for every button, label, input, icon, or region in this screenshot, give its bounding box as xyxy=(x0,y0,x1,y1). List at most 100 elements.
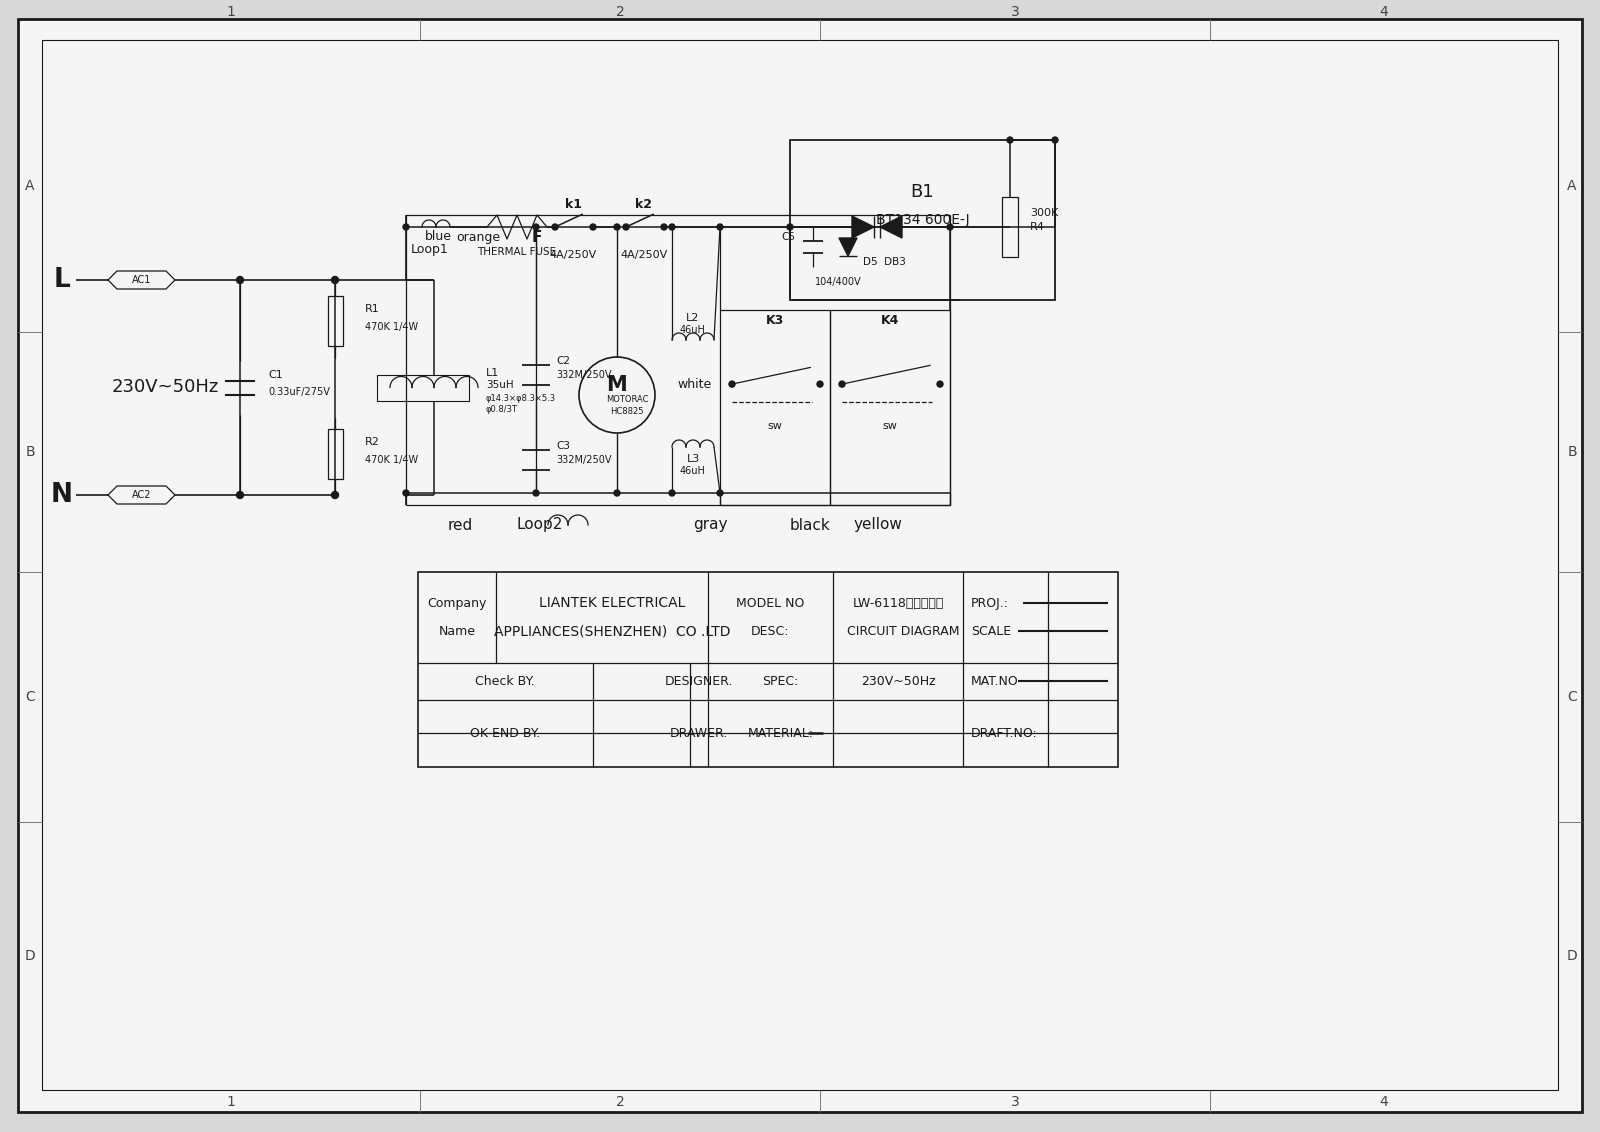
Text: Company: Company xyxy=(427,597,486,610)
Bar xyxy=(790,140,1054,300)
Text: φ0.8/3T: φ0.8/3T xyxy=(486,405,518,414)
Polygon shape xyxy=(851,216,874,238)
Text: black: black xyxy=(790,517,830,532)
Text: L2: L2 xyxy=(686,314,699,323)
Text: 230V~50Hz: 230V~50Hz xyxy=(861,675,936,688)
Text: A: A xyxy=(1568,179,1576,192)
Text: 46uH: 46uH xyxy=(680,466,706,475)
Circle shape xyxy=(1006,137,1013,143)
Text: LIANTEK ELECTRICAL: LIANTEK ELECTRICAL xyxy=(539,597,685,610)
Text: Check BY.: Check BY. xyxy=(475,675,534,688)
Text: AC2: AC2 xyxy=(131,490,152,500)
Text: M: M xyxy=(606,375,627,395)
Text: MOTORAC: MOTORAC xyxy=(606,395,648,404)
Text: 470K 1/4W: 470K 1/4W xyxy=(365,323,418,333)
Text: 1: 1 xyxy=(227,5,235,19)
Text: C2: C2 xyxy=(557,355,570,366)
Circle shape xyxy=(669,490,675,496)
Text: C: C xyxy=(26,691,35,704)
Text: sw: sw xyxy=(768,421,782,431)
Text: MODEL NO: MODEL NO xyxy=(736,597,805,610)
Text: blue: blue xyxy=(426,231,453,243)
Circle shape xyxy=(331,276,339,283)
Text: 2: 2 xyxy=(616,5,624,19)
Text: DESIGNER.: DESIGNER. xyxy=(666,675,733,688)
Text: LW-6118（不带灯）: LW-6118（不带灯） xyxy=(853,597,944,610)
Text: yellow: yellow xyxy=(853,517,902,532)
Text: B: B xyxy=(26,445,35,458)
Text: L3: L3 xyxy=(686,454,699,464)
Circle shape xyxy=(669,224,675,230)
Circle shape xyxy=(661,224,667,230)
Text: C: C xyxy=(1566,691,1578,704)
Text: B: B xyxy=(1566,445,1578,458)
Circle shape xyxy=(590,224,595,230)
Text: φ14.3×φ8.3×5.3: φ14.3×φ8.3×5.3 xyxy=(486,394,557,403)
Text: k1: k1 xyxy=(565,198,581,212)
Bar xyxy=(378,375,469,401)
Text: THERMAL FUSE: THERMAL FUSE xyxy=(477,247,557,257)
Text: gray: gray xyxy=(693,517,728,532)
Text: red: red xyxy=(448,517,472,532)
Text: R4: R4 xyxy=(1030,222,1045,232)
Circle shape xyxy=(614,490,621,496)
Circle shape xyxy=(717,224,723,230)
Text: SPEC:: SPEC: xyxy=(762,675,798,688)
Circle shape xyxy=(838,381,845,387)
Circle shape xyxy=(614,224,621,230)
Text: F: F xyxy=(531,230,542,245)
Circle shape xyxy=(533,490,539,496)
Text: B1: B1 xyxy=(910,183,934,201)
Circle shape xyxy=(403,224,410,230)
Text: L1: L1 xyxy=(486,368,499,377)
Text: DRAWER.: DRAWER. xyxy=(670,727,728,740)
Text: 4A/250V: 4A/250V xyxy=(549,250,597,260)
Circle shape xyxy=(787,224,794,230)
Text: N: N xyxy=(51,482,74,508)
Text: K3: K3 xyxy=(766,314,784,326)
Text: white: white xyxy=(678,378,712,391)
Text: 2: 2 xyxy=(616,1095,624,1109)
Text: Loop1: Loop1 xyxy=(411,242,450,256)
Text: 1: 1 xyxy=(227,1095,235,1109)
Circle shape xyxy=(938,381,942,387)
Text: D5  DB3: D5 DB3 xyxy=(862,257,906,267)
Circle shape xyxy=(1053,137,1058,143)
Text: DRAFT.NO:: DRAFT.NO: xyxy=(971,727,1038,740)
Circle shape xyxy=(818,381,822,387)
Text: CIRCUIT DIAGRAM: CIRCUIT DIAGRAM xyxy=(846,625,960,637)
Text: Name: Name xyxy=(438,625,475,637)
Text: C1: C1 xyxy=(269,370,283,380)
Circle shape xyxy=(730,381,734,387)
Text: 46uH: 46uH xyxy=(680,325,706,335)
Bar xyxy=(1002,197,1018,257)
Text: 230V~50Hz: 230V~50Hz xyxy=(112,378,219,396)
Circle shape xyxy=(730,381,734,387)
Text: 104/400V: 104/400V xyxy=(814,277,862,288)
Text: 35uH: 35uH xyxy=(486,380,514,391)
Circle shape xyxy=(331,491,339,498)
Circle shape xyxy=(947,224,954,230)
Polygon shape xyxy=(838,238,858,256)
Text: k2: k2 xyxy=(635,198,653,212)
Text: DESC:: DESC: xyxy=(752,625,790,637)
Text: orange: orange xyxy=(456,231,501,243)
Text: C5: C5 xyxy=(781,232,795,242)
Circle shape xyxy=(552,224,558,230)
Circle shape xyxy=(840,381,845,387)
Polygon shape xyxy=(880,216,902,238)
Text: 300K: 300K xyxy=(1030,208,1058,218)
Text: L: L xyxy=(54,267,70,293)
Circle shape xyxy=(237,491,243,498)
Text: 470K 1/4W: 470K 1/4W xyxy=(365,455,418,465)
Text: C3: C3 xyxy=(557,441,570,451)
Text: MATERIAL:: MATERIAL: xyxy=(747,727,813,740)
Text: 4: 4 xyxy=(1379,1095,1389,1109)
Text: 332M/250V: 332M/250V xyxy=(557,455,611,465)
Text: 4A/250V: 4A/250V xyxy=(621,250,667,260)
Text: HC8825: HC8825 xyxy=(610,406,643,415)
Text: D: D xyxy=(1566,949,1578,963)
Text: 332M/250V: 332M/250V xyxy=(557,370,611,380)
Text: 4: 4 xyxy=(1379,5,1389,19)
Text: K4: K4 xyxy=(882,314,899,326)
